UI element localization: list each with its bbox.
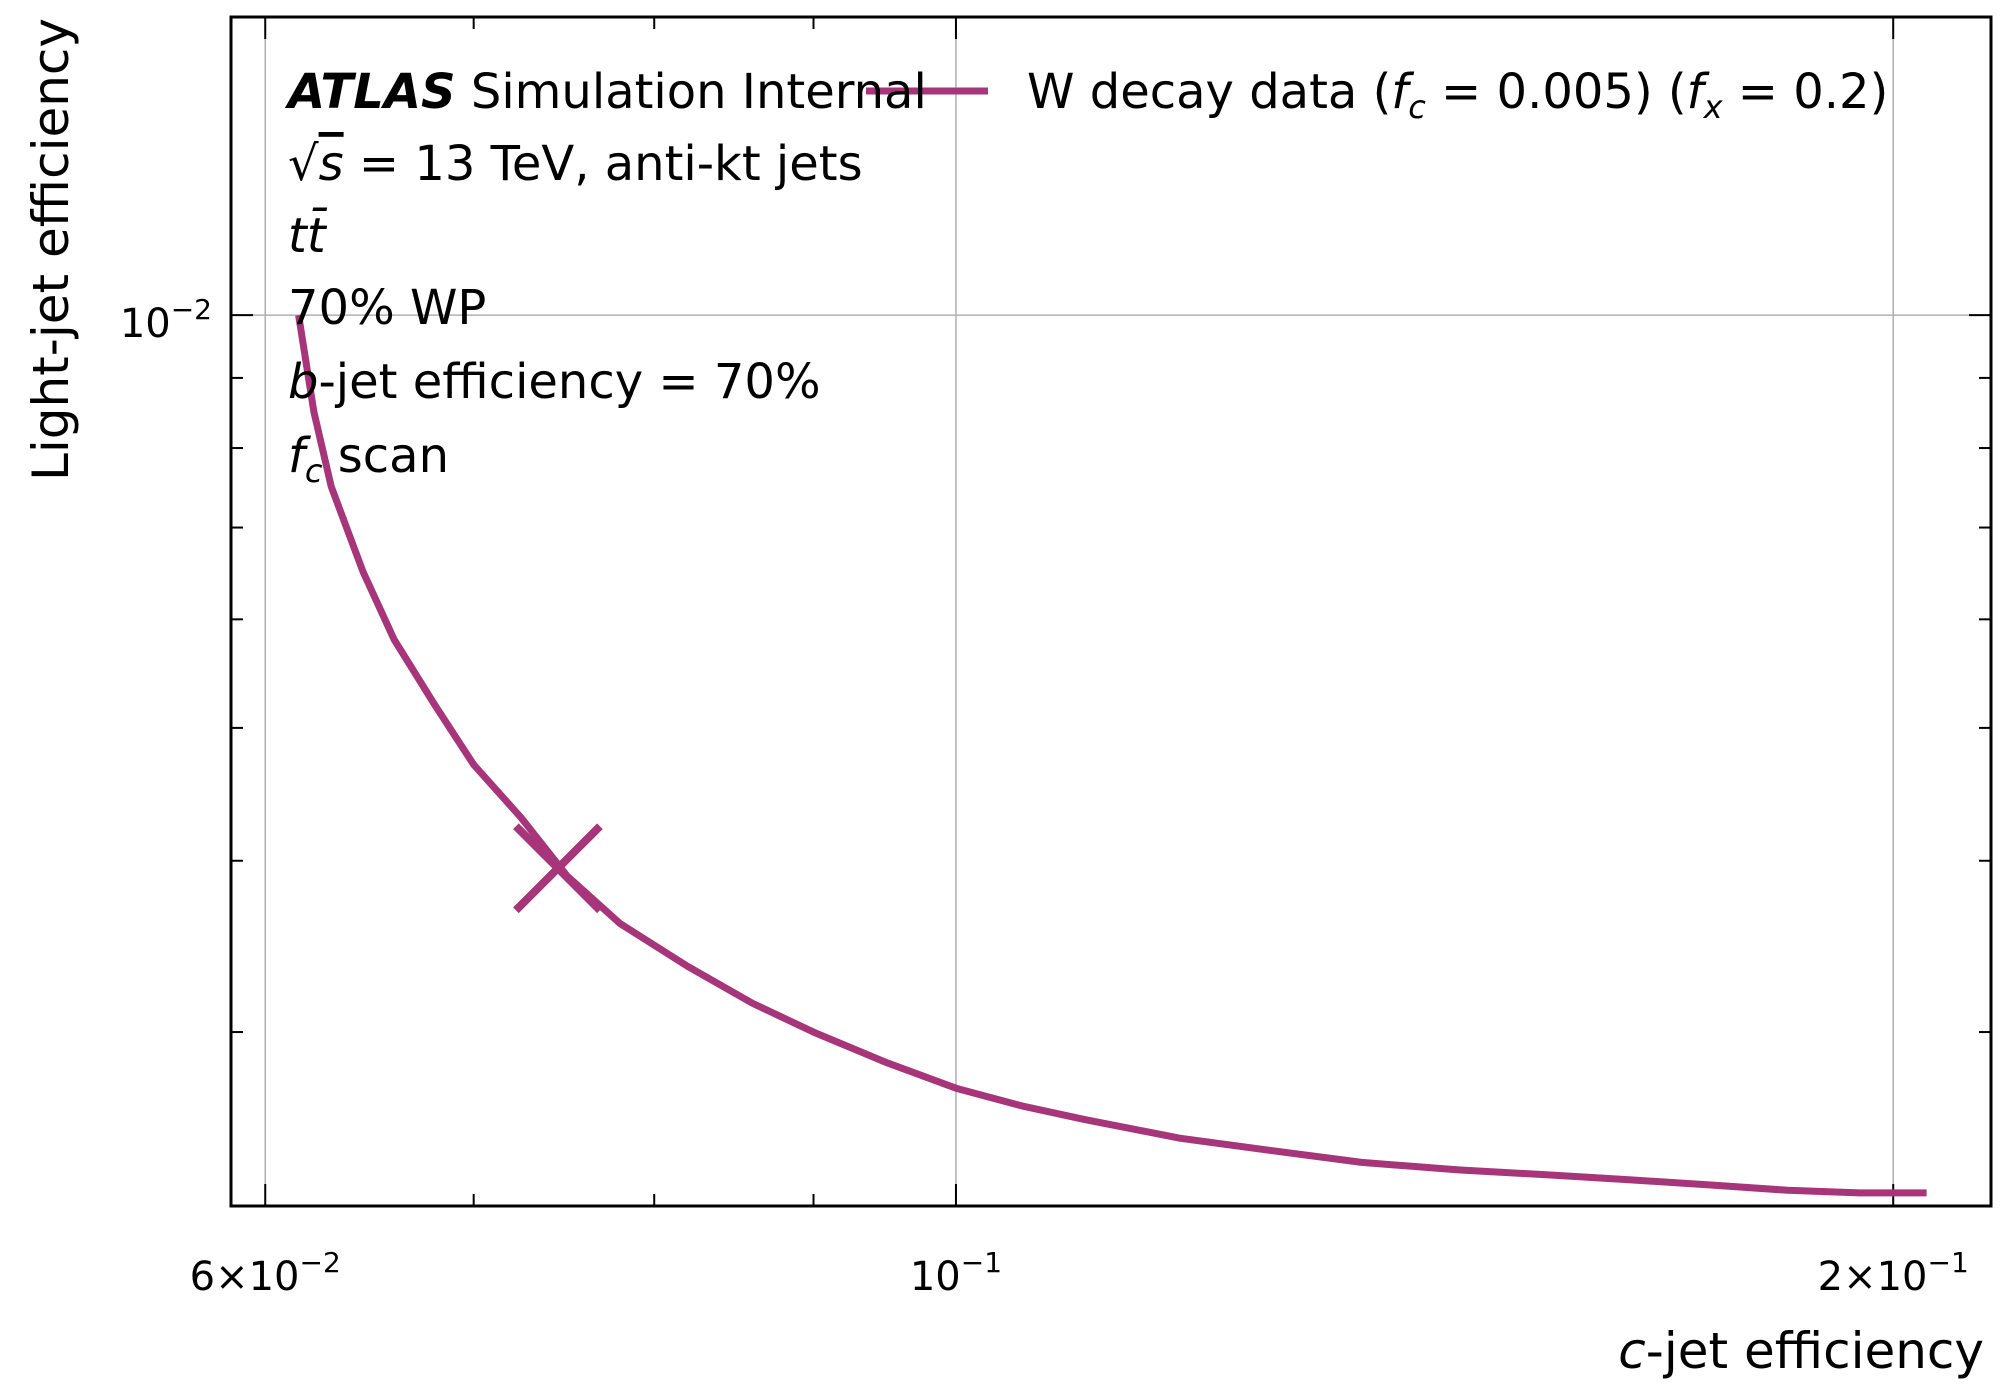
tick-marks	[231, 17, 1991, 1206]
process-label: tt̄	[288, 207, 328, 264]
axes-frame	[229, 15, 1993, 1208]
legend: W decay data (fc = 0.005) (fx = 0.2)	[866, 64, 1888, 126]
scan-label: fc scan	[288, 428, 449, 490]
energy-label: √s = 13 TeV, anti-kt jets	[288, 136, 863, 192]
legend-label: W decay data (fc = 0.005) (fx = 0.2)	[1027, 64, 1888, 126]
x-tick-label-6e-2: 6×10−2	[190, 1246, 341, 1300]
grid-lines	[231, 17, 1991, 1206]
b-efficiency-label: b-jet efficiency = 70%	[288, 354, 821, 410]
series-line-w-decay	[295, 314, 1927, 1197]
working-point-marker	[513, 823, 603, 914]
atlas-annotation: ATLAS Simulation Internal √s = 13 TeV, a…	[284, 64, 927, 490]
atlas-label: ATLAS Simulation Internal	[284, 64, 927, 120]
working-point-label: 70% WP	[288, 280, 486, 336]
x-tick-label-1e-1: 10−1	[910, 1246, 1002, 1300]
y-tick-label-1e-2: 10−2	[120, 293, 212, 347]
y-axis-label: Light-jet efficiency	[22, 18, 80, 481]
x-tick-label-2e-1: 2×10−1	[1818, 1246, 1969, 1300]
marker-stroke-2	[513, 823, 603, 914]
x-axis-label: c-jet efficiency	[1618, 1322, 1984, 1380]
